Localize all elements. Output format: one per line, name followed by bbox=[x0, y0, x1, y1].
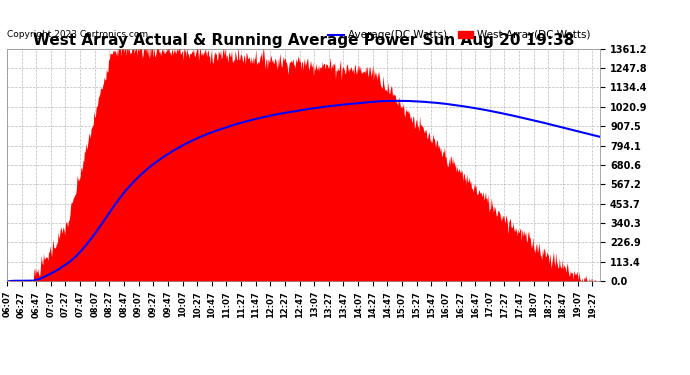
Text: Copyright 2023 Cartronics.com: Copyright 2023 Cartronics.com bbox=[7, 30, 148, 39]
Legend: Average(DC Watts), West Array(DC Watts): Average(DC Watts), West Array(DC Watts) bbox=[324, 26, 595, 44]
Title: West Array Actual & Running Average Power Sun Aug 20 19:38: West Array Actual & Running Average Powe… bbox=[33, 33, 574, 48]
